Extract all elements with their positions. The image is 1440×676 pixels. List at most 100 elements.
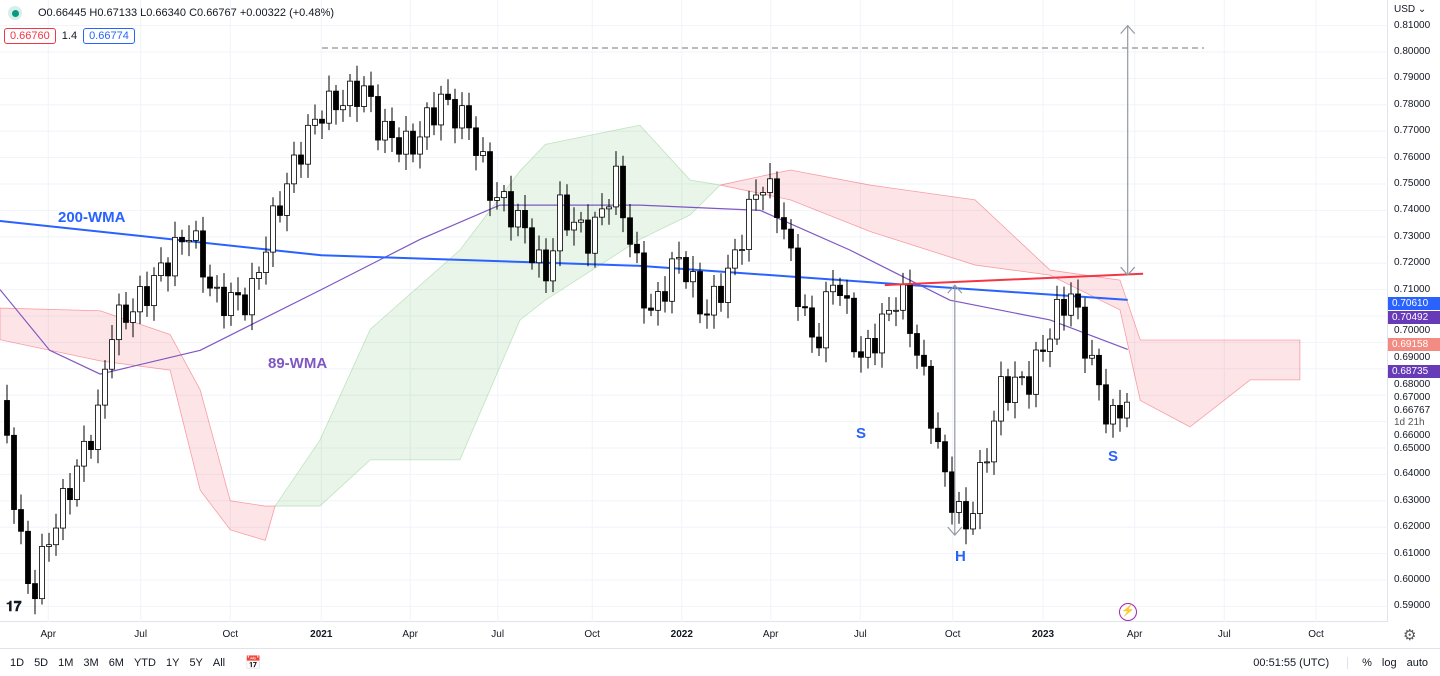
candle-body <box>893 309 899 312</box>
candle-body <box>95 404 101 450</box>
candle-body <box>725 267 731 303</box>
candle-body <box>18 509 24 532</box>
wma89-line <box>0 204 1128 375</box>
candle-body <box>1040 349 1046 352</box>
bar-countdown: 1d 21h <box>1394 416 1425 428</box>
ohlc-legend: O0.66445 H0.67133 L0.66340 C0.66767 +0.0… <box>8 6 334 20</box>
price-tick: 0.64000 <box>1388 468 1440 481</box>
price-tick: 0.61000 <box>1388 547 1440 560</box>
wma200-line <box>0 219 1128 301</box>
candle-body <box>536 249 542 264</box>
candle-body <box>270 205 276 253</box>
chart-area[interactable]: O0.66445 H0.67133 L0.66340 C0.66767 +0.0… <box>0 0 1388 622</box>
spread: 1.4 <box>61 30 78 42</box>
candle-body <box>683 257 689 283</box>
candle-body <box>277 205 283 216</box>
candle-body <box>207 276 213 289</box>
candle-body <box>746 198 752 250</box>
range-button-5d[interactable]: 5D <box>34 656 49 669</box>
candle-body <box>921 354 927 367</box>
candle-body <box>991 420 997 463</box>
candle-body <box>718 285 724 303</box>
candle-body <box>130 311 136 323</box>
candle-body <box>459 105 465 129</box>
settings-gear-icon[interactable]: ⚙ <box>1403 627 1417 644</box>
percent-toggle[interactable]: % <box>1347 656 1372 669</box>
candle-body <box>578 219 584 223</box>
candle-body <box>781 217 787 230</box>
candle-body <box>74 465 80 501</box>
candle-body <box>165 262 171 277</box>
candle-body <box>305 124 311 165</box>
candle-body <box>767 178 773 193</box>
head-label: H <box>955 548 966 565</box>
range-button-6m[interactable]: 6M <box>108 656 124 669</box>
candle-body <box>81 440 87 467</box>
candle-body <box>816 336 822 349</box>
candle-body <box>613 165 619 208</box>
candle-body <box>1026 376 1032 395</box>
candle-body <box>193 230 199 241</box>
auto-toggle[interactable]: auto <box>1406 656 1428 669</box>
candle-body <box>914 333 920 356</box>
candle-body <box>32 583 38 600</box>
price-axis[interactable]: USD ⌄ 0.66767 1d 21h 0.81000 0.80000 0.790… <box>1388 0 1440 640</box>
tradingview-logo-icon[interactable]: 𝟏𝟕 <box>6 598 22 614</box>
candle-body <box>823 291 829 349</box>
candle-body <box>900 283 906 311</box>
ichimoku-cloud-red <box>0 307 276 541</box>
candle-body <box>963 501 969 530</box>
time-tick: Oct <box>1308 629 1324 640</box>
price-tick: 0.79000 <box>1388 72 1440 85</box>
range-button-all[interactable]: All <box>212 656 226 669</box>
candle-body <box>984 461 990 464</box>
candle-body <box>466 105 472 129</box>
candle-body <box>200 230 206 278</box>
price-plot[interactable] <box>0 0 1388 622</box>
price-tick: 0.65000 <box>1388 442 1440 455</box>
time-axis[interactable]: Apr Jul Oct 2021 Apr Jul Oct 2022 Apr Jul Oct 2023 A… <box>0 623 1388 645</box>
candle-body <box>1068 293 1074 316</box>
candle-body <box>1075 293 1081 308</box>
time-tick: Jul <box>853 629 867 640</box>
price-tick: 0.73000 <box>1388 230 1440 243</box>
arrowhead-icon <box>1120 24 1136 34</box>
lightning-icon[interactable]: ⚡ <box>1119 603 1137 621</box>
log-toggle[interactable]: log <box>1381 656 1397 669</box>
candle-body <box>403 130 409 155</box>
candle-body <box>123 304 129 323</box>
candle-body <box>46 544 52 547</box>
range-button-3m[interactable]: 3M <box>83 656 99 669</box>
clock-time[interactable]: 00:51:55 (UTC) <box>1253 656 1330 669</box>
price-tick: 0.69000 <box>1388 351 1440 364</box>
candle-body <box>214 286 220 289</box>
range-button-1d[interactable]: 1D <box>10 656 25 669</box>
last-price-label: 0.66767 1d 21h <box>1388 404 1440 429</box>
range-button-5y[interactable]: 5Y <box>189 656 203 669</box>
currency-selector[interactable]: USD ⌄ <box>1394 4 1427 15</box>
candle-body <box>851 297 857 353</box>
time-tick: Oct <box>944 629 961 640</box>
range-button-1m[interactable]: 1M <box>58 656 74 669</box>
time-tick: 2021 <box>310 629 333 640</box>
price-line-label: 0.69158 <box>1388 337 1440 351</box>
price-tick: 0.74000 <box>1388 204 1440 217</box>
arrowhead-icon <box>1120 266 1136 276</box>
bid-ask: 0.66760 1.4 0.66774 <box>4 28 135 44</box>
price-line-label: 0.70492 <box>1388 310 1440 324</box>
sell-price-button[interactable]: 0.66760 <box>4 28 56 44</box>
price-tick: 0.75000 <box>1388 178 1440 190</box>
range-button-ytd[interactable]: YTD <box>133 656 156 669</box>
buy-price-button[interactable]: 0.66774 <box>83 28 135 44</box>
candle-body <box>1082 306 1088 359</box>
price-tick: 0.68000 <box>1388 378 1440 391</box>
candle-body <box>144 286 150 307</box>
candle-body <box>1033 349 1039 395</box>
candle-body <box>753 194 759 200</box>
candle-body <box>998 376 1004 422</box>
bottom-toolbar: 1D 5D 1M 3M 6M YTD 1Y 5Y All 📅 00:51:55 (UTC) % … <box>0 648 1440 676</box>
candle-body <box>956 501 962 513</box>
date-range-calendar-icon[interactable]: 📅 <box>245 654 262 670</box>
candle-body <box>655 291 661 311</box>
range-button-1y[interactable]: 1Y <box>165 656 180 669</box>
